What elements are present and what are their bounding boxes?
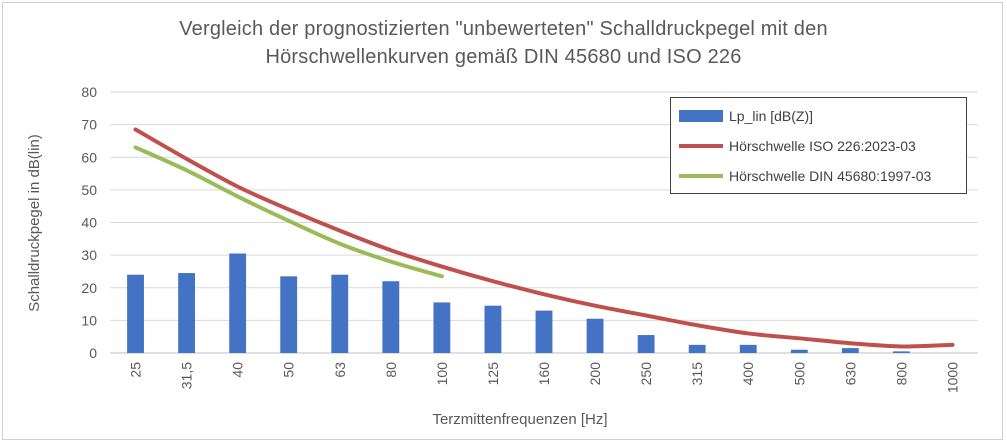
y-tick-label: 80: [81, 84, 97, 100]
chart-title-line-2: Hörschwellenkurven gemäß DIN 45680 und I…: [265, 46, 742, 68]
x-tick-labels: 25 31,5 40 50 63 80 100 125 160 200 250 315 400 500 63…: [128, 362, 961, 393]
legend-label: Hörschwelle ISO 226:2023-03: [729, 138, 916, 154]
x-tick-label: 400: [740, 362, 756, 386]
bar: [178, 273, 196, 353]
x-tick-label: 63: [332, 362, 348, 378]
legend-label: Lp_lin [dB(Z)]: [729, 108, 814, 124]
x-axis-label: Terzmittenfrequenzen [Hz]: [432, 411, 607, 428]
y-tick-label: 50: [81, 182, 97, 198]
x-tick-label: 1000: [944, 362, 960, 393]
x-tick-label: 160: [536, 362, 552, 386]
bar: [637, 335, 655, 353]
y-tick-label: 10: [81, 312, 97, 328]
series-line: [133, 145, 444, 279]
bar: [127, 274, 144, 353]
chart-title-line-1: Vergleich der prognostizierten "unbewert…: [179, 18, 828, 40]
x-tick-label: 25: [128, 362, 144, 378]
bar: [688, 344, 706, 353]
y-tick-label: 20: [81, 280, 97, 296]
x-tick-label: 630: [842, 362, 858, 386]
y-tick-label: 30: [81, 247, 97, 263]
y-tick-label: 40: [81, 215, 97, 231]
legend-label: Hörschwelle DIN 45680:1997-03: [729, 168, 932, 184]
x-tick-label: 100: [434, 362, 450, 386]
bar: [280, 276, 298, 353]
x-tick-label: 80: [383, 362, 399, 378]
y-tick-label: 60: [81, 149, 97, 165]
bar: [433, 302, 451, 353]
bar-series: [127, 253, 910, 353]
x-tick-label: 50: [281, 362, 297, 378]
legend-swatch-line-din: [679, 174, 723, 178]
bar: [382, 281, 400, 353]
x-tick-label: 800: [893, 362, 909, 386]
legend-item-iso: Hörschwelle ISO 226:2023-03: [679, 136, 916, 156]
bar: [484, 305, 502, 353]
legend-item-din: Hörschwelle DIN 45680:1997-03: [679, 166, 931, 186]
line-series: [133, 127, 955, 349]
x-tick-label: 200: [587, 362, 603, 386]
bar: [331, 274, 349, 353]
y-tick-label: 70: [81, 117, 97, 133]
y-tick-label: 0: [89, 345, 97, 361]
legend-item-bars: Lp_lin [dB(Z)]: [679, 106, 813, 126]
series-line: [133, 127, 955, 349]
legend-swatch-line-iso: [679, 144, 723, 148]
x-tick-label: 500: [791, 362, 807, 386]
y-tick-labels: 0 10 20 30 40 50 60 70 80: [81, 84, 97, 361]
legend: Lp_lin [dB(Z)] Hörschwelle ISO 226:2023-…: [670, 97, 967, 194]
bar: [229, 253, 247, 353]
legend-swatch-bar: [679, 110, 723, 122]
bar: [790, 349, 808, 353]
x-tick-label: 315: [689, 362, 705, 386]
bar: [841, 348, 859, 353]
bar: [586, 318, 604, 353]
bar: [535, 310, 553, 353]
x-tick-label: 31,5: [179, 362, 195, 389]
bar: [892, 351, 910, 353]
y-axis-label: Schalldruckpegel in dB(lin): [26, 134, 43, 312]
x-tick-label: 250: [638, 362, 654, 386]
x-tick-label: 125: [485, 362, 501, 386]
x-tick-label: 40: [230, 362, 246, 378]
bar: [739, 344, 757, 353]
